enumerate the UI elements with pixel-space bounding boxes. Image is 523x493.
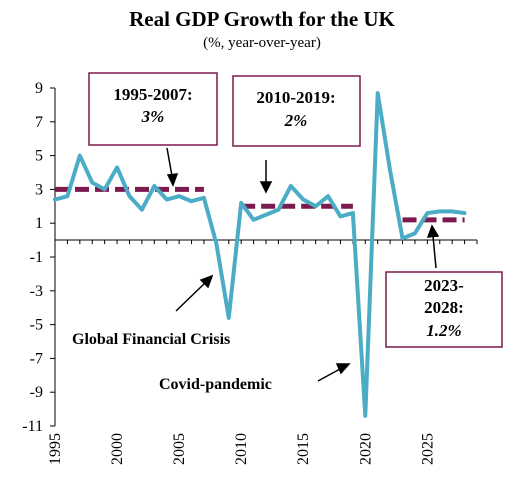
callout-box (88, 72, 218, 146)
callout-box (232, 75, 361, 147)
arrow-2023-2028 (432, 235, 437, 269)
arrowhead (199, 274, 214, 289)
data-point (463, 211, 467, 215)
data-point (301, 198, 305, 202)
callout-1995-2007: 1995-2007: 3% (88, 72, 218, 146)
data-point (413, 231, 417, 235)
y-tick-label: -3 (30, 283, 43, 300)
data-point (202, 196, 206, 200)
callout-period: 1995-2007: (113, 85, 192, 104)
arrow-gfc (175, 282, 206, 312)
chart-title: Real GDP Growth for the UK (129, 7, 395, 31)
data-point (190, 199, 194, 203)
y-tick-label: 3 (35, 181, 43, 198)
callout-2010-2019: 2010-2019: 2% (232, 75, 361, 147)
data-point (351, 211, 355, 215)
y-tick-label: 5 (35, 148, 43, 165)
x-tick-label: 2000 (109, 433, 126, 465)
x-tick-label: 1995 (47, 433, 64, 465)
data-point (177, 194, 181, 198)
y-axis-ticks: 9 7 5 3 1 -1 -3 -5 -7 -9 -11 (22, 80, 55, 435)
data-point (239, 201, 243, 205)
data-point (214, 241, 218, 245)
arrowhead (259, 181, 273, 194)
data-point (450, 209, 454, 213)
data-point (152, 184, 156, 188)
annotation-covid-pandemic: Covid-pandemic (159, 376, 272, 393)
data-point (65, 194, 69, 198)
data-point (140, 208, 144, 212)
data-point (376, 91, 380, 95)
x-tick-label: 2005 (171, 433, 188, 465)
data-point (264, 213, 268, 217)
data-point (252, 218, 256, 222)
data-point (314, 204, 318, 208)
data-point (438, 209, 442, 213)
data-point (388, 169, 392, 173)
callout-value: 3% (141, 107, 165, 126)
x-tick-label: 2010 (233, 433, 250, 465)
y-tick-label: 7 (35, 114, 43, 131)
arrowhead (166, 173, 179, 187)
data-point (53, 198, 57, 202)
x-tick-label: 2015 (295, 433, 312, 465)
callout-box (385, 271, 503, 348)
arrow-covid (317, 368, 341, 382)
data-point (338, 214, 342, 218)
arrow-1995-2007 (166, 147, 173, 177)
y-tick-label: -5 (30, 317, 43, 334)
arrowhead (335, 363, 351, 375)
data-point (425, 211, 429, 215)
y-tick-label: -11 (22, 418, 43, 435)
callout-period: 2023- (424, 276, 464, 295)
y-tick-label: 1 (35, 215, 43, 232)
y-tick-label: -1 (30, 249, 43, 266)
data-point (326, 194, 330, 198)
data-point (227, 316, 231, 320)
data-point (363, 414, 367, 418)
arrowhead (426, 224, 440, 238)
data-point (289, 184, 293, 188)
x-tick-label: 2025 (419, 433, 436, 465)
callout-arrows (166, 147, 440, 382)
y-tick-label: -9 (30, 384, 43, 401)
data-point (103, 187, 107, 191)
series-line (53, 91, 467, 418)
annotation-global-financial-crisis: Global Financial Crisis (72, 331, 230, 348)
callout-2023-2028: 2023- 2028: 1.2% (385, 271, 503, 348)
x-axis-ticks: 1995 2000 2005 2010 2015 2020 2025 (47, 240, 478, 465)
x-tick-label: 2020 (357, 433, 374, 465)
callout-period: 2010-2019: (256, 88, 335, 107)
data-point (90, 181, 94, 185)
data-point (276, 208, 280, 212)
y-tick-label: 9 (35, 80, 43, 97)
data-point (401, 236, 405, 240)
data-point (115, 165, 119, 169)
y-tick-label: -7 (30, 350, 43, 367)
chart-subtitle: (%, year-over-year) (203, 35, 321, 51)
callout-value: 2% (284, 111, 308, 130)
callout-period-end: 2028: (424, 298, 464, 317)
data-point (165, 198, 169, 202)
callout-value: 1.2% (426, 321, 461, 340)
data-point (127, 194, 131, 198)
data-point (78, 154, 82, 158)
series-layer (53, 91, 467, 418)
